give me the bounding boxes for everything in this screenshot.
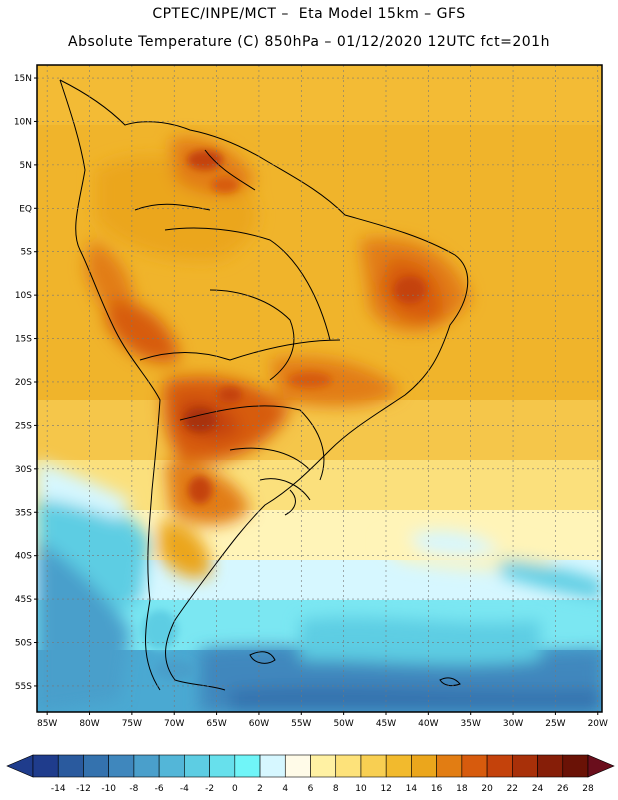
lon-label: 35W (461, 719, 481, 729)
colorbar-swatch (537, 754, 564, 778)
temperature-blobs (37, 137, 602, 712)
north-band (37, 65, 602, 125)
colorbar-swatch (486, 754, 513, 778)
map-title-line-1: CPTEC/INPE/MCT – Eta Model 15km – GFS (152, 6, 466, 22)
lat-label: 25S (15, 421, 32, 431)
lat-label: 5S (21, 248, 33, 258)
colorbar-swatch (209, 754, 236, 778)
lat-label: 5N (20, 161, 32, 171)
colorbar-swatch (562, 754, 589, 778)
lat-label: 50S (15, 639, 32, 649)
lat-label: 40S (15, 552, 32, 562)
colorbar-swatch (360, 754, 387, 778)
map-grid (37, 65, 602, 712)
lon-label: 85W (37, 719, 57, 729)
colorbar-label: -14 (51, 784, 66, 794)
lon-label: 65W (206, 719, 226, 729)
lon-label: 75W (122, 719, 142, 729)
colorbar-swatch (461, 754, 488, 778)
colorbar-label: 2 (257, 784, 263, 794)
colorbar-label: 20 (481, 784, 493, 794)
colorbar-label: 10 (355, 784, 367, 794)
colorbar-label: 26 (557, 784, 569, 794)
lat-label: 10S (15, 291, 32, 301)
latitude-labels: 15N 10N 5N EQ 5S 10S 15S 20S 25S 30S 35S 40S 45S 50S 5… (14, 74, 37, 692)
lon-label: 30W (503, 719, 523, 729)
colorbar-swatch (184, 754, 210, 778)
colorbar-label: -4 (180, 784, 189, 794)
colorbar-label: 28 (582, 784, 594, 794)
colorbar-swatch (259, 754, 286, 778)
colorbar-swatch (234, 754, 261, 778)
lat-label: 15S (15, 335, 32, 345)
colorbar-label: -2 (205, 784, 214, 794)
lon-label: 70W (164, 719, 184, 729)
lon-label: 80W (79, 719, 99, 729)
colorbar-swatch (133, 754, 160, 778)
lon-label: 60W (249, 719, 269, 729)
hot-spots (142, 150, 426, 680)
subtropical-band (37, 400, 602, 470)
colorbar-label: 4 (282, 784, 288, 794)
colorbar-label: 0 (232, 784, 238, 794)
colorbar-swatch (32, 754, 59, 778)
colorbar-swatch (83, 754, 109, 778)
colorbar-swatch (436, 754, 463, 778)
lat-label: 55S (15, 682, 32, 692)
map-title-line-2: Absolute Temperature (C) 850hPa – 01/12/… (68, 34, 550, 50)
colorbar: -14 -12 -10 -8 -6 -4 -2 0 2 4 6 8 10 12 14 16 18 20 22 24 26… (6, 754, 615, 794)
colorbar-max-arrow (587, 754, 615, 778)
colorbar-swatch (335, 754, 362, 778)
lat-label: EQ (19, 204, 32, 214)
lon-label: 40W (418, 719, 438, 729)
lat-label: 20S (15, 378, 32, 388)
colorbar-label: -6 (155, 784, 164, 794)
colorbar-swatch (158, 754, 185, 778)
lat-label: 35S (15, 508, 32, 518)
colorbar-min-arrow (6, 754, 34, 778)
colorbar-label: 8 (333, 784, 339, 794)
lat-label: 30S (15, 465, 32, 475)
lat-label: 10N (14, 117, 32, 127)
map-frame (36, 64, 603, 713)
colorbar-swatch (108, 754, 135, 778)
colorbar-label: 24 (532, 784, 544, 794)
colorbar-label: 18 (456, 784, 468, 794)
colorbar-label: -8 (129, 784, 138, 794)
colorbar-label: 22 (507, 784, 518, 794)
lon-label: 20W (588, 719, 608, 729)
temperature-field (37, 65, 602, 712)
lat-label: 15N (14, 74, 32, 84)
colorbar-swatch (310, 754, 337, 778)
lon-label: 45W (376, 719, 396, 729)
colorbar-labels: -14 -12 -10 -8 -6 -4 -2 0 2 4 6 8 10 12 14 16 18 20 22 24 26… (51, 784, 594, 794)
colorbar-label: 6 (308, 784, 314, 794)
colorbar-swatch (385, 754, 412, 778)
colorbar-swatch (57, 754, 84, 778)
colorbar-label: 12 (380, 784, 391, 794)
colorbar-swatches (6, 754, 615, 778)
colorbar-swatch (411, 754, 437, 778)
lat-label: 45S (15, 595, 32, 605)
colorbar-swatch (512, 754, 538, 778)
colorbar-label: -10 (101, 784, 116, 794)
colorbar-label: 14 (406, 784, 418, 794)
colorbar-label: 16 (431, 784, 443, 794)
longitude-labels: 85W 80W 75W 70W 65W 60W 55W 50W 45W 40W 35W 30W 25W 2… (37, 712, 608, 729)
lon-label: 55W (291, 719, 311, 729)
coastline (59, 79, 469, 691)
lon-label: 50W (333, 719, 353, 729)
colorbar-label: -12 (76, 784, 91, 794)
lon-label: 25W (545, 719, 565, 729)
colorbar-swatch (284, 754, 311, 778)
